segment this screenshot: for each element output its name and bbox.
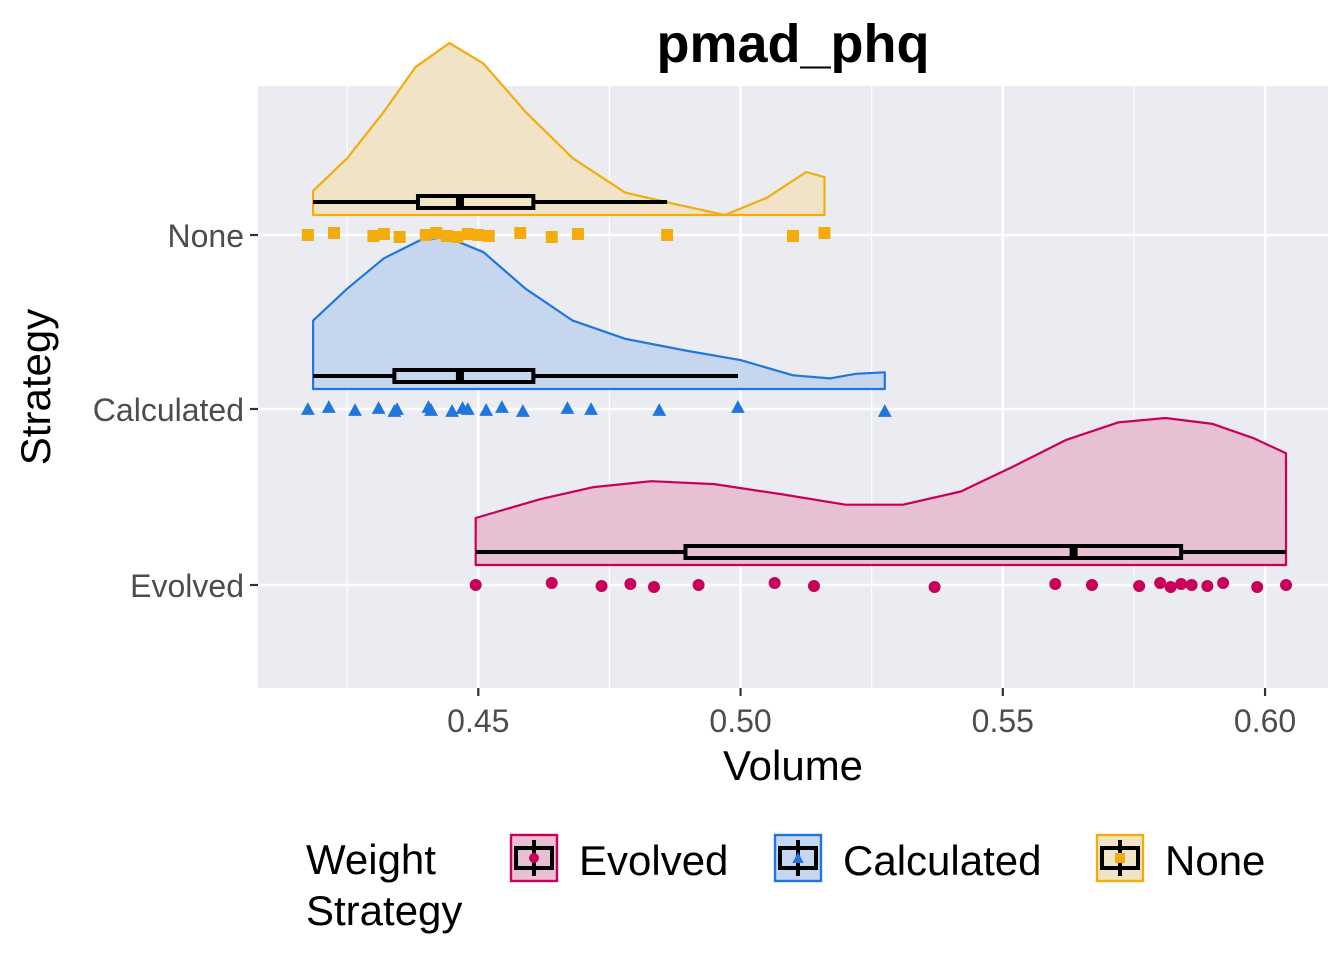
density-cloud-none	[311, 41, 826, 217]
legend-marker	[792, 852, 804, 863]
legend-box	[514, 846, 554, 870]
data-point-calculated	[494, 400, 509, 413]
y-axis: None Calculated Evolved	[93, 218, 258, 604]
y-tick-label: Evolved	[130, 568, 244, 604]
data-point-evolved	[1175, 578, 1188, 590]
legend-label: Evolved	[579, 837, 728, 884]
y-axis-label: Strategy	[12, 309, 59, 465]
legend-box	[778, 846, 818, 870]
data-point-evolved	[768, 577, 781, 589]
data-point-calculated	[371, 401, 386, 414]
data-point-calculated	[515, 404, 530, 417]
legend-key-none: None	[1095, 833, 1265, 884]
box-evolved	[683, 544, 1184, 560]
legend-label: None	[1165, 837, 1265, 884]
data-point-calculated	[445, 404, 459, 417]
data-point-evolved	[1201, 580, 1214, 592]
data-point-none	[301, 229, 314, 241]
data-point-evolved	[469, 579, 482, 591]
legend-marker	[529, 853, 539, 863]
data-point-calculated	[460, 402, 475, 415]
data-point-evolved	[1217, 577, 1230, 589]
boxplots	[313, 194, 1287, 560]
data-point-evolved	[1164, 581, 1177, 593]
data-point-calculated	[479, 403, 494, 416]
data-point-none	[377, 228, 390, 240]
data-point-none	[482, 230, 495, 242]
data-point-calculated	[877, 404, 892, 417]
data-point-evolved	[1251, 581, 1264, 593]
legend-key-evolved: Evolved	[509, 833, 728, 884]
data-point-calculated	[652, 403, 667, 416]
data-point-none	[787, 230, 799, 242]
data-point-none	[514, 227, 527, 239]
data-point-evolved	[928, 581, 941, 593]
data-point-evolved	[1280, 579, 1293, 591]
x-axis: 0.45 0.50 0.55 0.60	[447, 688, 1296, 739]
data-point-evolved	[807, 580, 820, 592]
data-point-calculated	[321, 400, 336, 413]
x-tick-label: 0.55	[972, 703, 1034, 739]
data-point-calculated	[348, 403, 362, 416]
data-point-none	[440, 230, 453, 242]
legend-label: Calculated	[843, 837, 1041, 884]
x-tick-label: 0.50	[709, 703, 771, 739]
data-point-evolved	[595, 580, 608, 592]
data-point-none	[545, 231, 558, 243]
legend-marker	[1115, 853, 1125, 863]
x-tick-label: 0.60	[1234, 703, 1296, 739]
data-point-evolved	[1133, 580, 1146, 592]
data-point-evolved	[692, 579, 705, 591]
data-point-none	[430, 227, 443, 239]
data-point-evolved	[648, 581, 661, 593]
data-point-none	[818, 227, 831, 239]
chart-title: pmad_phq	[656, 14, 929, 74]
density-cloud-evolved	[474, 416, 1288, 567]
raw-points	[300, 227, 1293, 593]
legend-title-line-1: Weight	[306, 836, 436, 883]
data-point-none	[451, 231, 464, 243]
data-point-none	[419, 229, 432, 241]
legend: Weight Strategy Evolved Calculated None	[306, 833, 1265, 934]
legend-title-line-2: Strategy	[306, 887, 462, 934]
data-point-none	[472, 229, 485, 241]
data-point-evolved	[1154, 577, 1167, 589]
data-point-none	[461, 228, 474, 240]
data-point-calculated	[731, 400, 745, 413]
data-point-none	[367, 230, 380, 242]
density-cloud-calculated	[311, 235, 886, 391]
x-tick-label: 0.45	[447, 703, 509, 739]
data-point-none	[661, 229, 674, 241]
data-point-evolved	[1185, 579, 1198, 591]
data-point-calculated	[390, 402, 404, 415]
data-point-calculated	[560, 401, 575, 414]
data-point-none	[571, 228, 584, 240]
data-point-evolved	[624, 578, 637, 590]
data-point-calculated	[424, 403, 438, 416]
legend-box	[1100, 846, 1140, 870]
data-point-calculated	[300, 402, 315, 415]
data-point-calculated	[584, 402, 598, 415]
density-clouds	[311, 41, 1288, 567]
legend-keys: Evolved Calculated None	[509, 833, 1265, 884]
data-point-none	[328, 227, 341, 239]
data-point-evolved	[1049, 578, 1062, 590]
box-none	[415, 194, 536, 210]
legend-key-calculated: Calculated	[773, 833, 1041, 884]
data-point-evolved	[545, 577, 558, 589]
y-tick-label: Calculated	[93, 392, 244, 428]
legend-title: Weight Strategy	[306, 836, 462, 934]
x-axis-label: Volume	[723, 742, 863, 789]
data-point-none	[393, 231, 406, 243]
data-point-evolved	[1085, 579, 1098, 591]
y-tick-label: None	[168, 218, 245, 254]
